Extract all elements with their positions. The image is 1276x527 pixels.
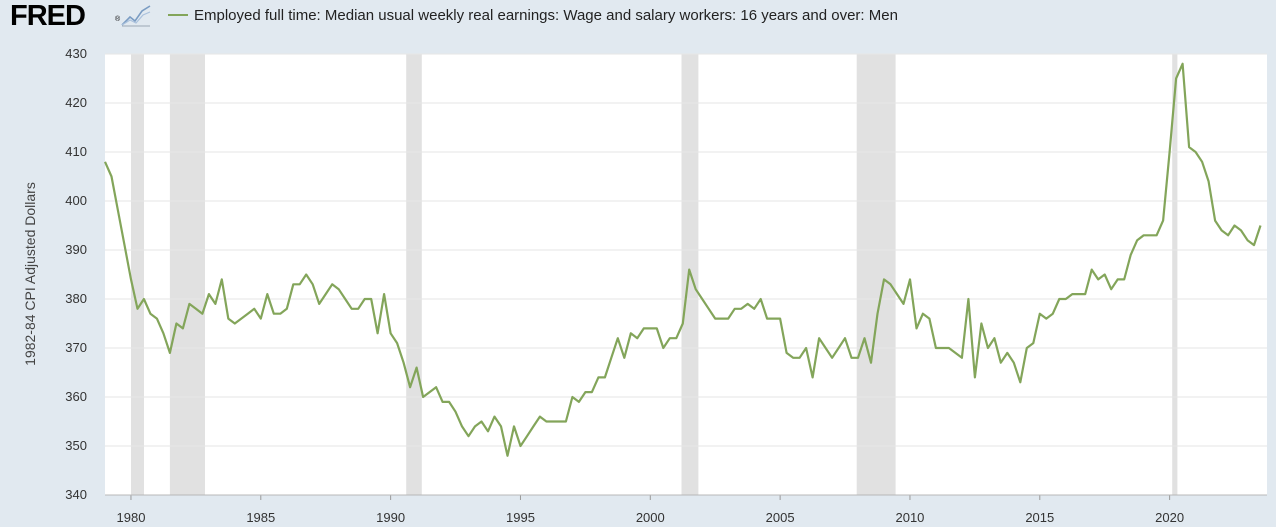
legend-label[interactable]: Employed full time: Median usual weekly … [194,6,898,24]
grid-lines [105,53,1267,447]
x-tick-label-2005: 2005 [766,510,795,525]
recession-band-6 [1172,54,1178,495]
fred-logo[interactable]: FRED [10,0,86,32]
recession-band-5 [856,54,896,495]
recession-band-2 [169,54,205,495]
registered-mark: ® [115,16,121,23]
recession-band-3 [406,54,422,495]
x-tick-label-1990: 1990 [376,510,405,525]
y-tick-label-340: 340 [65,487,87,502]
x-tick-label-1980: 1980 [117,510,146,525]
chart-header: FRED ® Employed full time: Median usual … [0,0,1276,32]
x-tick-label-2020: 2020 [1155,510,1184,525]
x-tick-label-1995: 1995 [506,510,535,525]
y-tick-label-410: 410 [65,144,87,159]
series-line-1[interactable] [103,62,1262,457]
x-tick-label-2015: 2015 [1025,510,1054,525]
y-tick-label-370: 370 [65,340,87,355]
y-tick-label-360: 360 [65,389,87,404]
x-tick-label-2010: 2010 [895,510,924,525]
y-tick-label-430: 430 [65,46,87,61]
y-tick-label-390: 390 [65,242,87,257]
y-tick-label-400: 400 [65,193,87,208]
x-tick-label-1985: 1985 [246,510,275,525]
x-tick-label-2000: 2000 [636,510,665,525]
recession-band-1 [131,54,144,495]
series-layer [103,62,1262,457]
line-chart-icon [121,5,151,27]
recession-bands [131,54,1178,495]
legend-swatch [168,14,188,16]
axes: 340 350 360 370 380 390 400 410 420 430 1980 1985 19… [65,46,1267,525]
chart-legend: Employed full time: Median usual weekly … [168,5,898,25]
y-tick-label-380: 380 [65,291,87,306]
y-tick-label-420: 420 [65,95,87,110]
y-tick-label-350: 350 [65,438,87,453]
